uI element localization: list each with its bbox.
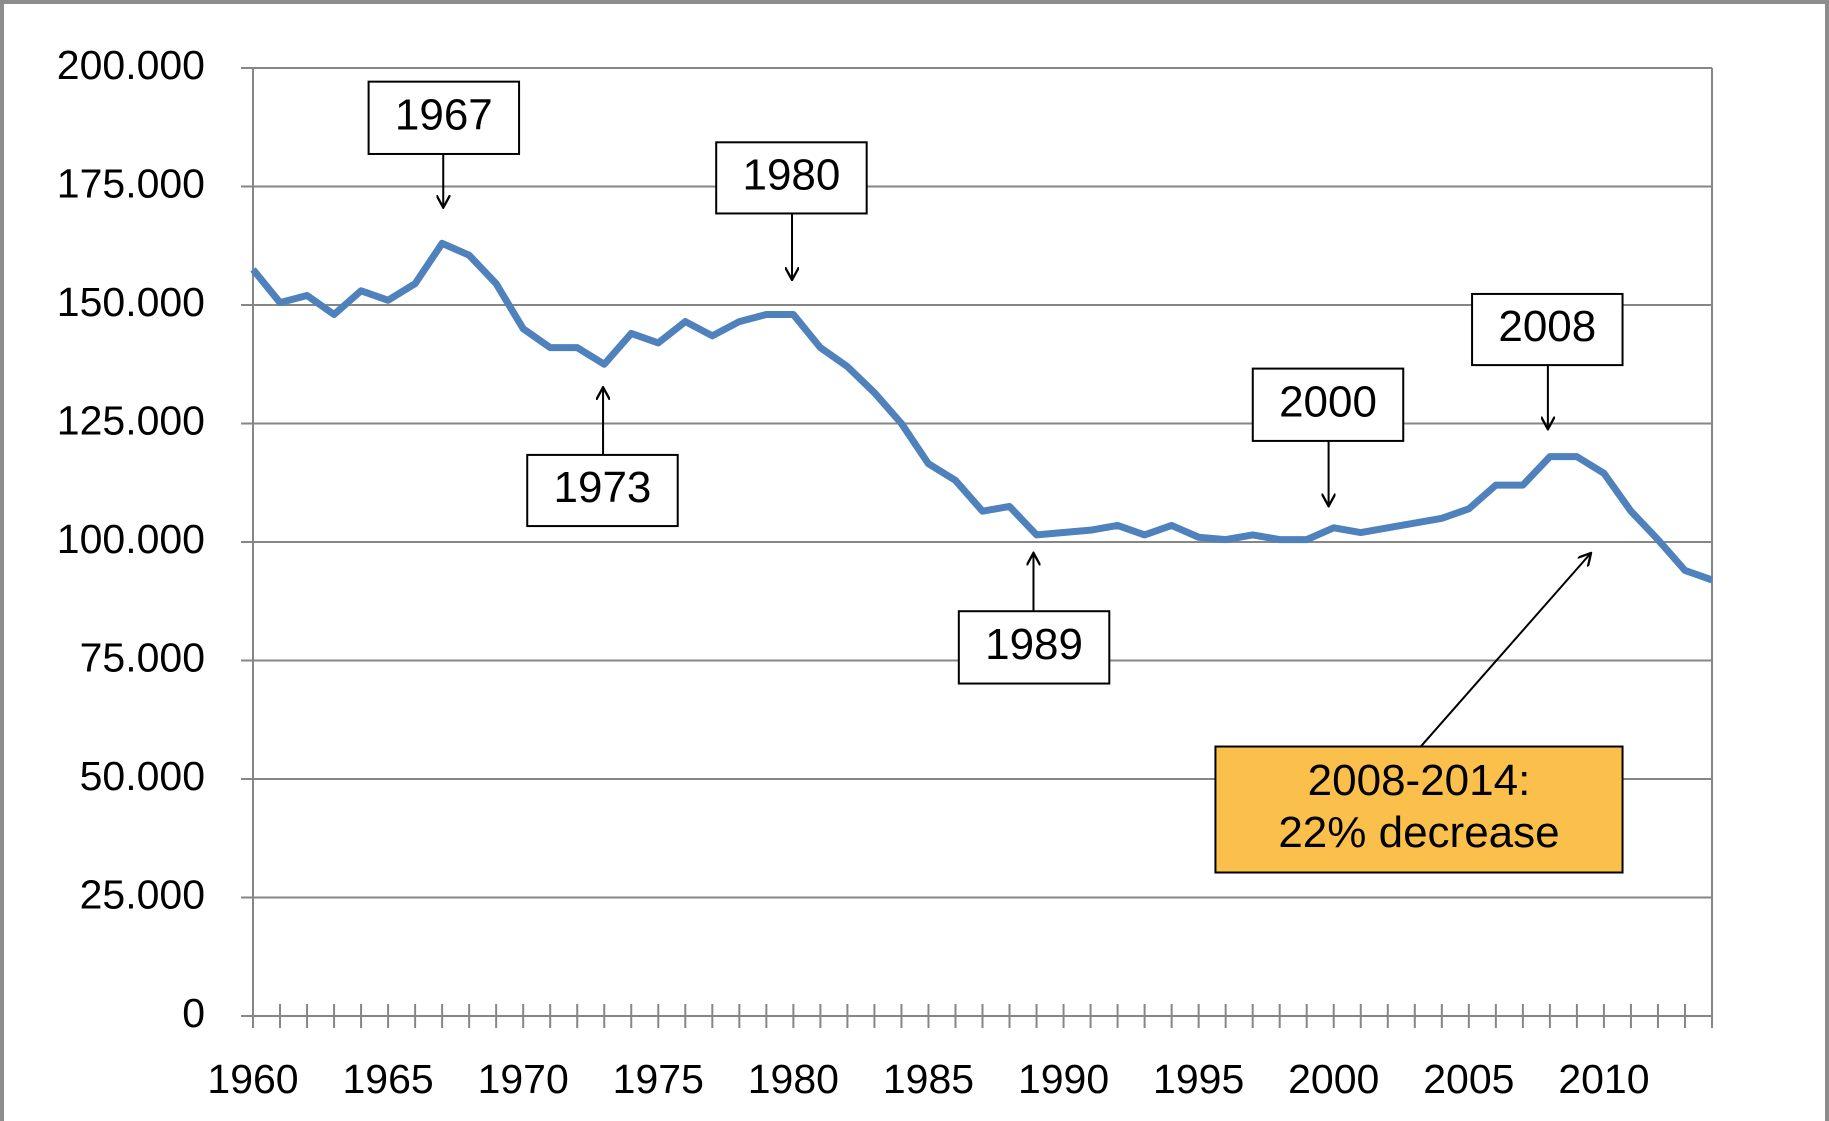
x-tick-label: 1995: [1153, 1056, 1244, 1102]
annotation-text: 1973: [554, 463, 652, 512]
x-tick-label: 1990: [1018, 1056, 1109, 1102]
y-tick-label: 150.000: [57, 279, 205, 325]
annotation: 1980: [715, 141, 868, 280]
x-tick-label: 1960: [207, 1056, 298, 1102]
x-tick-label: 1965: [342, 1056, 433, 1102]
annotation-text: 1967: [395, 90, 493, 139]
x-tick-label: 1980: [748, 1056, 839, 1102]
annotation-box: [1214, 745, 1624, 874]
annotation-arrow: [1419, 553, 1591, 748]
annotation-box: [1251, 367, 1405, 442]
annotation: 2008-2014:22% decrease: [1214, 553, 1624, 874]
annotation-box: [715, 141, 868, 215]
x-tick-label: 2010: [1558, 1056, 1649, 1102]
y-tick-label: 100.000: [57, 516, 205, 562]
annotation: 1989: [957, 553, 1111, 685]
x-tick-label: 2000: [1288, 1056, 1379, 1102]
annotation-text: 2008: [1498, 302, 1596, 351]
y-tick-label: 50.000: [80, 753, 205, 799]
data-line: [250, 239, 1714, 584]
annotation-text: 22% decrease: [1278, 808, 1559, 857]
annotation-text: 1980: [742, 151, 840, 200]
annotation-box: [957, 610, 1111, 685]
annotation-box: [526, 453, 679, 528]
annotation-text: 2008-2014:: [1308, 756, 1531, 805]
annotation: 2000: [1251, 367, 1405, 507]
x-tick-label: 2005: [1423, 1056, 1514, 1102]
x-tick-label: 1975: [613, 1056, 704, 1102]
y-tick-label: 25.000: [80, 871, 205, 917]
y-tick-label: 0: [182, 990, 205, 1036]
y-tick-label: 125.000: [57, 397, 205, 443]
annotation: 1973: [526, 387, 679, 528]
y-tick-label: 175.000: [57, 160, 205, 206]
annotation-text: 2000: [1279, 377, 1377, 426]
annotation: 1967: [367, 80, 521, 208]
annotation-box: [1471, 292, 1624, 367]
annotation-text: 1989: [985, 620, 1083, 669]
x-tick-label: 1985: [883, 1056, 974, 1102]
y-tick-label: 200.000: [57, 42, 205, 88]
y-tick-label: 75.000: [80, 634, 205, 680]
annotation-box: [367, 80, 521, 155]
annotation: 2008: [1471, 292, 1624, 429]
x-tick-label: 1970: [478, 1056, 569, 1102]
